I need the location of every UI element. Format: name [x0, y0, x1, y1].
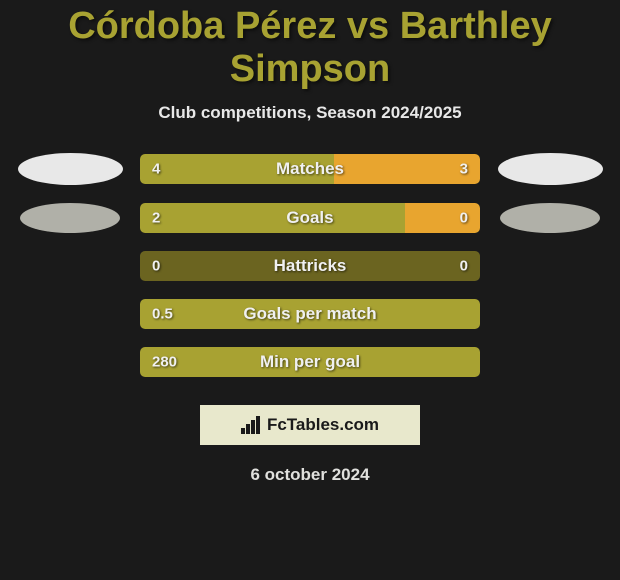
player-right-avatar — [480, 203, 620, 233]
value-right: 0 — [460, 210, 468, 227]
brand-text: FcTables.com — [267, 415, 379, 435]
stat-row-min-per-goal: 280 Min per goal — [0, 347, 620, 377]
value-left: 0 — [152, 258, 160, 275]
subtitle: Club competitions, Season 2024/2025 — [158, 103, 461, 123]
player-left-avatar — [0, 153, 140, 185]
player-left-avatar — [0, 203, 140, 233]
value-right: 0 — [460, 258, 468, 275]
date-text: 6 october 2024 — [250, 465, 369, 485]
player-right-avatar — [480, 153, 620, 185]
bar-goals: 2 Goals 0 — [140, 203, 480, 233]
value-left: 2 — [152, 210, 160, 227]
value-left: 280 — [152, 354, 177, 371]
bar-goals-per-match: 0.5 Goals per match — [140, 299, 480, 329]
bar-min-per-goal: 280 Min per goal — [140, 347, 480, 377]
stat-label: Hattricks — [274, 256, 347, 276]
bar-matches: 4 Matches 3 — [140, 154, 480, 184]
stat-row-goals: 2 Goals 0 — [0, 203, 620, 233]
value-right: 3 — [460, 161, 468, 178]
page-title: Córdoba Pérez vs Barthley Simpson — [0, 5, 620, 91]
stat-row-hattricks: 0 Hattricks 0 — [0, 251, 620, 281]
stat-label: Goals per match — [243, 304, 376, 324]
stat-row-matches: 4 Matches 3 — [0, 153, 620, 185]
stat-label: Goals — [286, 208, 333, 228]
footer-brand: FcTables.com — [200, 405, 420, 445]
stat-row-goals-per-match: 0.5 Goals per match — [0, 299, 620, 329]
value-left: 4 — [152, 161, 160, 178]
value-left: 0.5 — [152, 306, 173, 323]
bar-hattricks: 0 Hattricks 0 — [140, 251, 480, 281]
stat-label: Matches — [276, 159, 344, 179]
chart-icon — [241, 416, 263, 434]
stat-label: Min per goal — [260, 352, 360, 372]
